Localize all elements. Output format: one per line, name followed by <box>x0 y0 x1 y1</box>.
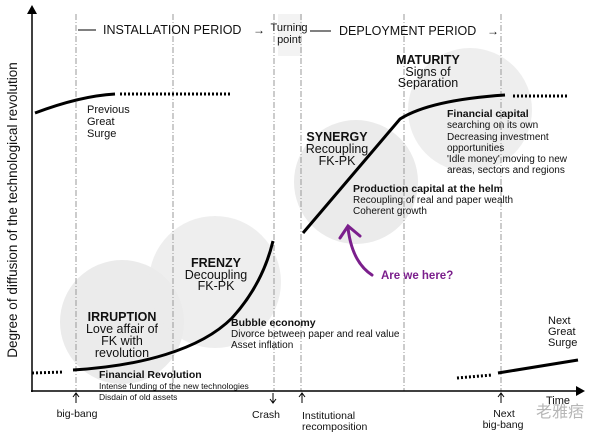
turning-point-band <box>278 14 302 56</box>
production-line-1: Recoupling of real and paper wealth <box>353 195 513 206</box>
financial-capital-line-2: Decreasing investment <box>447 132 549 143</box>
synergy-blob <box>294 120 418 244</box>
institutional-label-1: Institutional <box>302 410 355 422</box>
annotation-arrow-icon <box>338 223 374 277</box>
previous-surge-label-1: Previous <box>87 104 130 116</box>
irruption-line-1: Love affair of <box>86 322 159 336</box>
deployment-arrow-icon: → <box>487 24 499 38</box>
installation-period-label: INSTALLATION PERIOD <box>103 23 241 37</box>
maturity-title: MATURITY <box>396 53 460 67</box>
financial-capital-line-3: opportunities <box>447 143 504 154</box>
big-bang-label: big-bang <box>57 408 98 420</box>
previous-surge-label-3: Surge <box>87 128 116 140</box>
irruption-lead-dots <box>31 370 65 375</box>
watermark: 老雅痞 <box>536 403 584 421</box>
crash-arrow-icon <box>269 393 277 404</box>
surge-curves <box>31 92 579 380</box>
maturity-line-1: Signs of <box>405 65 451 79</box>
synergy-title: SYNERGY <box>306 130 368 144</box>
deployment-period-label: DEPLOYMENT PERIOD <box>339 24 476 38</box>
next-surge-label-2: Great <box>548 326 576 338</box>
frenzy-line-2: FK-PK <box>198 279 235 293</box>
big-bang-arrow-icon <box>72 392 80 403</box>
frenzy-blob <box>149 216 281 348</box>
frenzy-title: FRENZY <box>191 256 242 270</box>
next-surge-curve <box>497 358 579 375</box>
next-big-bang-arrow-icon <box>497 392 505 403</box>
production-line-2: Coherent growth <box>353 206 427 217</box>
frenzy-line-1: Decoupling <box>185 268 248 282</box>
irruption-line-2: FK with <box>101 334 143 348</box>
irruption-title: IRRUPTION <box>88 310 157 324</box>
financial-capital-title: Financial capital <box>447 108 529 120</box>
financial-revolution-line-2: Disdain of old assets <box>99 392 177 402</box>
x-axis-arrow-icon <box>576 386 585 396</box>
event-arrows <box>72 392 505 404</box>
axes <box>27 5 585 396</box>
previous-surge-curve <box>34 92 116 115</box>
next-surge-label-3: Surge <box>548 337 577 349</box>
next-big-bang-label-1: Next <box>493 408 515 420</box>
y-axis-label: Degree of diffusion of the technological… <box>5 62 20 357</box>
institutional-label-2: recomposition <box>302 421 368 433</box>
synergy-line-1: Recoupling <box>306 142 369 156</box>
next-surge-dots <box>456 373 493 380</box>
synergy-line-2: FK-PK <box>319 154 356 168</box>
period-dividers <box>75 14 502 391</box>
bubble-line-2: Asset inflation <box>231 340 293 351</box>
bubble-title: Bubble economy <box>231 317 316 329</box>
maturity-line-2: Separation <box>398 76 459 90</box>
crash-label: Crash <box>252 409 280 421</box>
financial-revolution-line-1: Intense funding of the new technologies <box>99 381 249 391</box>
previous-surge-label-2: Great <box>87 116 115 128</box>
financial-capital-line-1: searching on its own <box>447 120 538 131</box>
next-surge-label-1: Next <box>548 315 571 327</box>
annotation-text: Are we here? <box>381 270 453 282</box>
deployment-curve <box>301 93 506 234</box>
phase-blobs <box>60 14 532 384</box>
installation-arrow-icon: → <box>253 23 265 37</box>
x-axis-label: Time <box>546 395 570 407</box>
next-big-bang-label-2: big-bang <box>483 419 524 431</box>
turning-point-line-1: Turning <box>271 22 308 34</box>
turning-point-line-2: point <box>277 34 301 46</box>
financial-revolution-title: Financial Revolution <box>99 369 202 381</box>
production-title: Production capital at the helm <box>353 183 503 195</box>
y-axis-arrow-icon <box>27 5 37 14</box>
bubble-line-1: Divorce between paper and real value <box>231 329 400 340</box>
irruption-line-3: revolution <box>95 346 149 360</box>
financial-capital-line-4: 'Idle money' moving to new <box>447 154 568 165</box>
are-we-here-annotation: Are we here? <box>338 223 453 282</box>
financial-capital-line-5: areas, sectors and regions <box>447 165 565 176</box>
institutional-arrow-icon <box>298 392 306 403</box>
installation-curve <box>72 240 275 372</box>
